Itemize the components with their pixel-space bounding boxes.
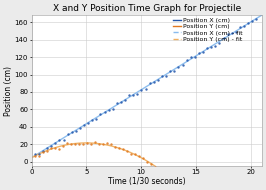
Point [153, 165, 157, 168]
Title: X and Y Position Time Graph for Projectile: X and Y Position Time Graph for Projecti… [53, 4, 241, 13]
Point [242, 24, 246, 27]
Point [97, 142, 101, 146]
Point [226, 32, 230, 35]
Point [105, 142, 109, 145]
Point [61, 138, 66, 141]
Point [205, 47, 209, 50]
Point [217, 42, 222, 45]
Point [213, 44, 217, 47]
Point [149, 162, 153, 165]
Point [189, 56, 193, 59]
Point [93, 140, 97, 143]
Point [143, 88, 148, 91]
Point [111, 108, 115, 111]
Point [160, 74, 164, 77]
Point [139, 89, 144, 92]
Point [49, 146, 53, 149]
Point [94, 118, 98, 121]
Point [185, 59, 189, 62]
Point [246, 22, 250, 25]
X-axis label: Time (1/30 seconds): Time (1/30 seconds) [108, 177, 185, 186]
Point [86, 121, 90, 124]
Point [148, 82, 152, 85]
Point [238, 25, 242, 28]
Point [157, 168, 161, 171]
Point [234, 30, 238, 33]
Point [37, 154, 41, 157]
Point [82, 123, 86, 126]
Point [77, 143, 81, 146]
Point [69, 143, 73, 146]
Point [123, 99, 127, 102]
Point [169, 176, 173, 179]
Point [168, 70, 172, 73]
Point [85, 142, 89, 145]
Point [117, 146, 121, 149]
Point [90, 119, 94, 122]
Point [101, 143, 105, 146]
Point [152, 81, 156, 84]
Point [180, 64, 185, 67]
Point [230, 32, 234, 35]
Point [74, 129, 78, 132]
Point [172, 70, 176, 73]
Point [73, 143, 77, 146]
Point [57, 147, 61, 150]
Point [61, 144, 65, 147]
Point [201, 50, 205, 53]
Point [45, 146, 49, 149]
Point [89, 143, 93, 146]
Point [176, 66, 181, 69]
Point [102, 111, 107, 114]
Point [161, 169, 165, 172]
Point [250, 19, 254, 22]
Point [65, 142, 69, 145]
Point [129, 153, 133, 156]
Point [53, 141, 57, 144]
Point [107, 108, 111, 111]
Point [125, 150, 129, 153]
Point [81, 142, 85, 146]
Point [254, 17, 259, 20]
Point [133, 152, 137, 155]
Point [41, 150, 45, 153]
Point [53, 147, 57, 150]
Point [127, 94, 131, 97]
Point [165, 172, 169, 175]
Point [113, 146, 117, 149]
Y-axis label: Position (cm): Position (cm) [4, 66, 13, 116]
Point [145, 160, 149, 163]
Point [119, 101, 123, 104]
Legend: Position X (cm), Position Y (cm), Position X (cm) - fit, Position Y (cm) - fit: Position X (cm), Position Y (cm), Positi… [173, 17, 243, 43]
Point [98, 113, 103, 116]
Point [197, 52, 201, 55]
Point [33, 152, 37, 155]
Point [209, 46, 213, 49]
Point [33, 155, 37, 158]
Point [37, 152, 41, 155]
Point [135, 92, 139, 95]
Point [109, 143, 113, 146]
Point [45, 149, 49, 152]
Point [173, 179, 177, 182]
Point [131, 93, 135, 96]
Point [137, 154, 141, 157]
Point [156, 79, 160, 82]
Point [164, 74, 168, 78]
Point [65, 133, 70, 136]
Point [49, 145, 53, 148]
Point [221, 37, 226, 40]
Point [57, 139, 61, 142]
Point [70, 131, 74, 134]
Point [193, 55, 197, 59]
Point [181, 187, 185, 190]
Point [78, 126, 82, 129]
Point [41, 149, 45, 152]
Point [141, 157, 145, 160]
Point [115, 102, 119, 105]
Point [121, 147, 125, 150]
Point [177, 183, 181, 186]
